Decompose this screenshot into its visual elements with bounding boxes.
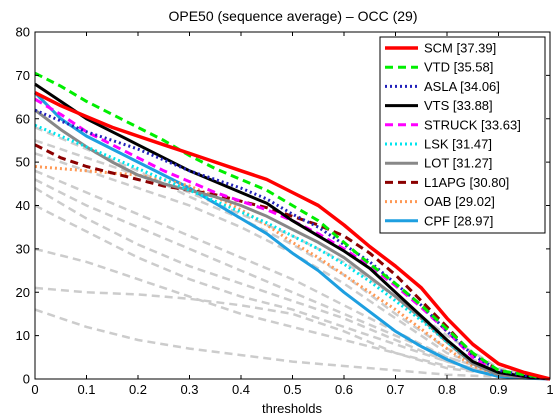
axis-ticks: 0 0.1 0.2 0.3 0.4 0.5 0.6 0.7 0.8 0.9 101020304050… — [16, 25, 554, 398]
y-tick-label: 70 — [16, 68, 30, 83]
legend-label-lot: LOT [31.27] — [424, 156, 492, 171]
x-tick-label: 0.7 — [386, 382, 404, 397]
x-tick-label: 0.8 — [438, 382, 456, 397]
series-line-vts — [34, 82, 551, 381]
legend-label-lsk: LSK [31.47] — [424, 137, 492, 152]
legend-label-vts: VTS [33.88] — [424, 98, 493, 113]
x-tick-label: 0.3 — [180, 382, 198, 397]
x-tick-label: 0.6 — [335, 382, 353, 397]
y-tick-label: 60 — [16, 111, 30, 126]
x-tick-label: 0.4 — [232, 382, 250, 397]
background-series-line-5 — [34, 187, 551, 381]
background-series-line-9 — [34, 308, 551, 381]
series-line-vtd — [34, 71, 551, 381]
background-series-line-4 — [34, 178, 551, 381]
background-series-line-3 — [34, 169, 551, 381]
y-tick-label: 0 — [23, 372, 30, 387]
series-line-cpf — [33, 91, 551, 381]
legend-label-struck: STRUCK [33.63] — [424, 117, 521, 132]
legend-label-oab: OAB [29.02] — [424, 194, 495, 209]
x-tick-label: 0.2 — [129, 382, 147, 397]
legend-label-scm: SCM [37.39] — [424, 41, 496, 56]
legend-label-cpf: CPF [28.97] — [424, 213, 493, 228]
legend-label-l1apg: L1APG [30.80] — [424, 175, 509, 190]
legend-box — [379, 36, 546, 234]
background-series-line-7 — [34, 247, 551, 381]
x-tick-label: 0.9 — [489, 382, 507, 397]
y-tick-label: 50 — [16, 155, 30, 170]
x-tick-label: 0 — [31, 382, 38, 397]
y-tick-label: 30 — [16, 241, 30, 256]
chart-title: OPE50 (sequence average) – OCC (29) — [168, 8, 417, 24]
legend: SCM [37.39] VTD [35.58] ASLA [34.06] VTS [3… — [379, 36, 546, 234]
legend-label-vtd: VTD [35.58] — [424, 60, 493, 75]
y-tick-label: 10 — [16, 328, 30, 343]
series-line-lsk — [34, 123, 551, 381]
series-line-struck — [34, 97, 551, 381]
y-tick-label: 80 — [16, 25, 30, 40]
x-axis-label: thresholds — [262, 401, 322, 416]
tracker-series — [33, 71, 551, 381]
legend-label-asla: ASLA [34.06] — [424, 79, 500, 94]
x-tick-label: 1 — [546, 382, 553, 397]
x-tick-label: 0.5 — [283, 382, 301, 397]
series-line-scm — [34, 91, 551, 381]
series-line-asla — [34, 108, 551, 381]
y-tick-label: 20 — [16, 285, 30, 300]
x-tick-label: 0.1 — [77, 382, 95, 397]
y-tick-label: 40 — [16, 198, 30, 213]
